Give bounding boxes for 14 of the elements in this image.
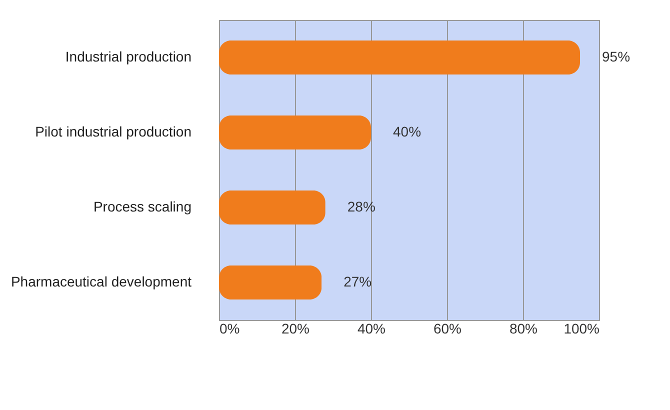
x-tick-label: 60% bbox=[433, 320, 462, 336]
x-tick-label: 100% bbox=[564, 320, 600, 336]
x-tick-label: 80% bbox=[509, 320, 538, 336]
data-label: 40% bbox=[393, 124, 422, 140]
data-label: 27% bbox=[344, 274, 372, 290]
y-tick-label: Industrial production bbox=[65, 48, 192, 64]
y-tick-label: Process scaling bbox=[93, 198, 192, 214]
data-label: 28% bbox=[347, 198, 376, 214]
y-tick-label: Pharmaceutical development bbox=[10, 274, 192, 290]
x-tick-label: 40% bbox=[357, 320, 386, 336]
x-tick-label: 20% bbox=[281, 320, 310, 336]
y-tick-label: Pilot industrial production bbox=[35, 124, 192, 140]
x-tick-label: 0% bbox=[220, 320, 240, 336]
data-label: 95% bbox=[602, 48, 630, 64]
